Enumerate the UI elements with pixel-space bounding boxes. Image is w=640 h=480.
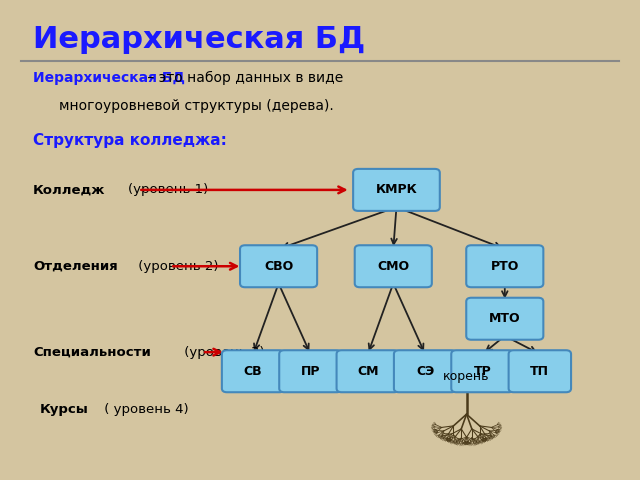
FancyBboxPatch shape [279, 350, 342, 392]
Text: Колледж: Колледж [33, 183, 106, 196]
Text: Отделения: Отделения [33, 260, 118, 273]
Text: (уровень 3): (уровень 3) [180, 346, 264, 359]
Text: Специальности: Специальности [33, 346, 151, 359]
Text: МТО: МТО [489, 312, 520, 325]
Text: ТП: ТП [531, 365, 549, 378]
Text: Иерархическая БД: Иерархическая БД [33, 71, 185, 84]
Text: СМ: СМ [357, 365, 378, 378]
FancyBboxPatch shape [509, 350, 571, 392]
Text: – это набор данных в виде: – это набор данных в виде [143, 71, 343, 84]
Text: СВО: СВО [264, 260, 293, 273]
Text: ТР: ТР [474, 365, 492, 378]
FancyBboxPatch shape [394, 350, 456, 392]
FancyBboxPatch shape [222, 350, 284, 392]
Text: ( уровень 4): ( уровень 4) [100, 403, 189, 416]
Text: многоуровневой структуры (дерева).: многоуровневой структуры (дерева). [59, 99, 333, 113]
FancyBboxPatch shape [467, 298, 543, 340]
Text: СМО: СМО [377, 260, 410, 273]
Text: СЭ: СЭ [416, 365, 435, 378]
FancyBboxPatch shape [353, 169, 440, 211]
Text: Структура колледжа:: Структура колледжа: [33, 132, 227, 148]
FancyBboxPatch shape [337, 350, 399, 392]
Text: СВ: СВ [244, 365, 262, 378]
Text: Курсы: Курсы [40, 403, 88, 416]
Text: (уровень 1): (уровень 1) [127, 183, 208, 196]
Text: (уровень 2): (уровень 2) [134, 260, 218, 273]
Text: ПР: ПР [301, 365, 320, 378]
FancyBboxPatch shape [451, 350, 514, 392]
FancyBboxPatch shape [355, 245, 432, 287]
FancyBboxPatch shape [240, 245, 317, 287]
Text: корень: корень [444, 370, 490, 383]
Text: КМРК: КМРК [376, 183, 417, 196]
FancyBboxPatch shape [467, 245, 543, 287]
Text: РТО: РТО [491, 260, 519, 273]
Text: Иерархическая БД: Иерархическая БД [33, 25, 365, 54]
